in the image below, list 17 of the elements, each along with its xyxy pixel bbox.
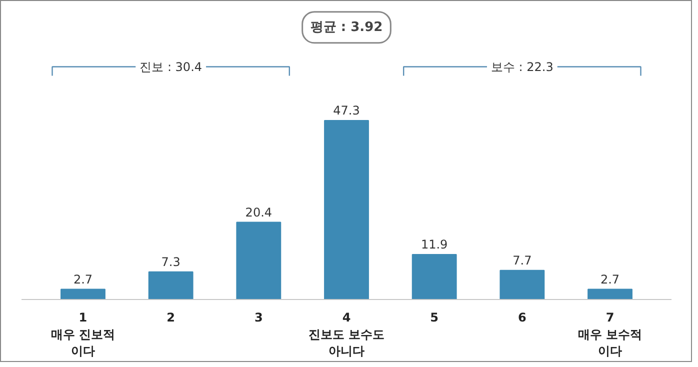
x-tick-label: 6 xyxy=(518,310,526,324)
x-tick-label: 5 xyxy=(430,310,439,324)
data-label: 11.9 xyxy=(420,237,448,252)
data-label: 47.3 xyxy=(333,103,360,118)
data-label: 2.7 xyxy=(73,272,93,286)
x-tick-label: 1 매우 진보적 이다 xyxy=(50,310,116,358)
text: 보수 : 22.3 xyxy=(490,60,554,74)
data-label: 20.4 xyxy=(245,205,272,220)
x-tick-label: 4 진보도 보수도 아니다 xyxy=(308,310,385,358)
x-tick-label: 7 매우 보수적 이다 xyxy=(578,310,642,358)
data-label: 7.7 xyxy=(512,253,532,268)
data-label: 7.3 xyxy=(161,254,180,269)
x-tick-label: 2 xyxy=(166,310,176,324)
x-tick-label: 3 xyxy=(254,310,263,324)
text: 진보 : 30.4 xyxy=(140,60,202,74)
data-label: 2.7 xyxy=(600,272,620,286)
text: 평균 : 3.92 xyxy=(310,20,383,35)
